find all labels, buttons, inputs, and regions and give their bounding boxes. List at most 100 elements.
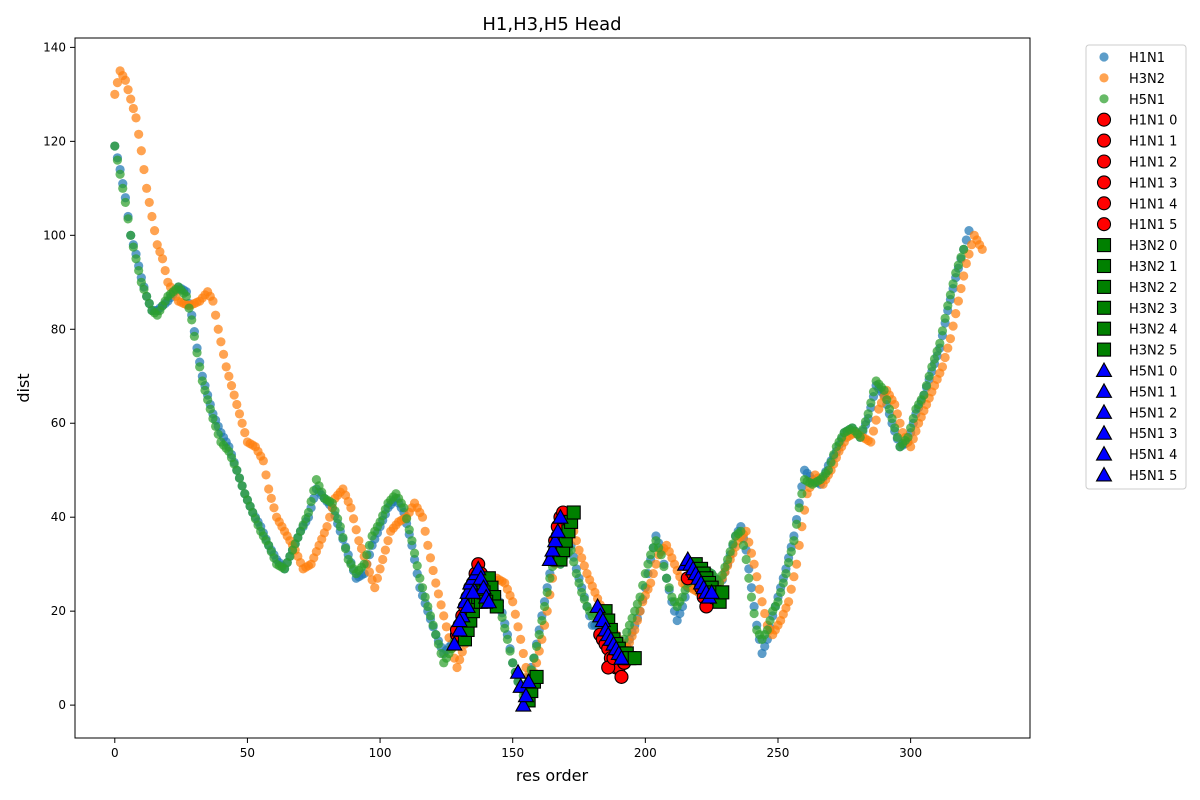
scatter-point: [903, 432, 913, 442]
legend-label: H1N1: [1129, 51, 1165, 66]
legend-label: H1N1 1: [1129, 135, 1177, 150]
legend-swatch-square: [1096, 342, 1112, 357]
marker-triangle: [514, 696, 532, 712]
scatter-point: [338, 532, 348, 543]
scatter-point: [452, 662, 462, 673]
legend-item: H1N1 3: [1096, 175, 1177, 191]
scatter-point: [399, 503, 409, 513]
scatter-point: [518, 648, 528, 659]
scatter-point: [149, 226, 160, 236]
scatter-point: [746, 548, 757, 558]
legend-swatch-triangle: [1095, 382, 1113, 398]
scatter-point: [364, 540, 375, 550]
scatter-point: [977, 244, 987, 255]
series-h3n2: [110, 66, 987, 687]
scatter-point: [144, 298, 154, 309]
scatter-point: [412, 561, 422, 571]
scatter-point: [155, 247, 165, 257]
scatter-point: [884, 404, 895, 414]
marker-series-h5n1-5: [451, 583, 482, 628]
scatter-point: [868, 426, 879, 436]
scatter-point: [142, 291, 152, 301]
scatter-point: [142, 183, 152, 193]
legend-label: H1N1 3: [1129, 176, 1177, 191]
legend-swatch-circle: [1096, 175, 1112, 190]
scatter-point: [754, 584, 765, 594]
scatter-point: [927, 362, 937, 372]
scatter-point: [765, 615, 775, 626]
legend-label: H3N2 4: [1129, 323, 1177, 338]
scatter-point: [205, 404, 215, 414]
marker-triangle: [464, 583, 482, 599]
scatter-point: [118, 183, 128, 193]
scatter-point: [420, 526, 430, 536]
scatter-point: [423, 540, 433, 550]
scatter-point: [237, 481, 247, 491]
scatter-point: [542, 587, 552, 597]
scatter-point: [956, 252, 966, 262]
scatter-point: [306, 496, 316, 507]
marker-square: [627, 651, 642, 666]
scatter-point: [951, 309, 961, 319]
scatter-point: [181, 291, 192, 301]
scatter-point: [131, 113, 141, 123]
scatter-point: [409, 548, 420, 558]
scatter-point: [147, 211, 157, 222]
marker-triangle: [703, 583, 721, 599]
legend-swatch-circle: [1096, 196, 1112, 211]
marker-triangle: [520, 673, 538, 689]
legend-label: H3N2: [1129, 72, 1165, 87]
scatter-point: [722, 554, 733, 565]
marker-triangle: [552, 508, 569, 524]
legend-swatch-dot: [1099, 52, 1109, 62]
marker-series-h5n1-3: [589, 597, 630, 665]
x-tick-label: 250: [767, 746, 790, 760]
scatter-point: [126, 230, 136, 240]
scatter-point: [746, 592, 757, 602]
marker-square: [566, 505, 581, 520]
scatter-point: [303, 507, 314, 518]
scatter-point: [401, 514, 412, 524]
scatter-point: [948, 321, 958, 331]
scatter-point: [112, 155, 123, 165]
scatter-point: [187, 315, 197, 325]
scatter-point: [757, 648, 767, 659]
legend-label: H5N1 5: [1129, 469, 1177, 484]
scatter-point: [433, 589, 444, 599]
legend-swatch-square: [1096, 279, 1112, 294]
scatter-point: [797, 489, 807, 499]
scatter-point: [953, 260, 963, 270]
scatter-point: [325, 512, 335, 522]
scatter-point: [139, 164, 149, 175]
marker-circle: [614, 669, 629, 684]
scatter-point: [208, 413, 218, 424]
scatter-point: [221, 362, 231, 372]
scatter-point: [195, 362, 205, 372]
legend-item: H1N1 1: [1096, 133, 1177, 150]
marker-series-h5n1-0: [445, 560, 498, 651]
scatter-point: [749, 559, 759, 569]
scatter-point: [134, 265, 144, 276]
legend-label: H1N1 2: [1129, 156, 1177, 171]
y-tick-label: 80: [51, 322, 66, 336]
scatter-point: [229, 390, 239, 400]
legend-swatch-triangle: [1095, 424, 1113, 440]
y-tick-label: 40: [51, 510, 66, 524]
scatter-point: [359, 559, 369, 569]
scatter-point: [624, 620, 635, 630]
scatter-point: [218, 349, 229, 359]
scatter-point: [261, 470, 271, 480]
scatter-point: [431, 578, 441, 588]
chart-title: H1,H3,H5 Head: [482, 14, 621, 35]
scatter-point: [258, 456, 268, 466]
scatter-point: [749, 601, 759, 612]
scatter-point: [627, 613, 637, 623]
legend-swatch-square: [1096, 321, 1112, 336]
scatter-point: [744, 573, 754, 583]
scatter-point: [932, 346, 942, 356]
legend-swatch-square: [1096, 258, 1112, 274]
scatter-point: [887, 413, 897, 424]
marker-series-h5n1-2: [541, 508, 569, 567]
scatter-point: [213, 324, 223, 334]
